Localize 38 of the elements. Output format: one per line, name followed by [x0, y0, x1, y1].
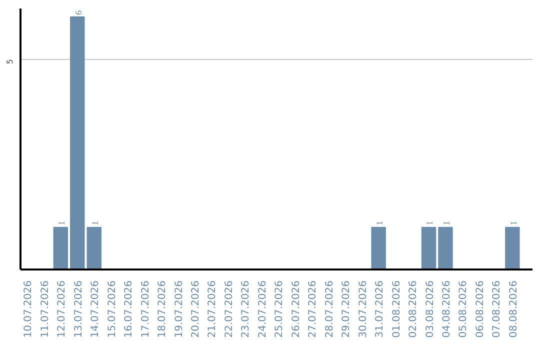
- x-tick-label: 12.07.2026: [56, 280, 68, 338]
- x-tick-label: 31.07.2026: [374, 280, 386, 338]
- x-tick-label: 15.07.2026: [106, 280, 118, 338]
- x-tick-label: 26.07.2026: [290, 280, 302, 338]
- x-tick-label: 07.08.2026: [492, 280, 503, 338]
- x-tick-label: 23.07.2026: [240, 280, 252, 338]
- x-tick-label: 11.07.2026: [40, 280, 51, 338]
- x-tick-label: 17.07.2026: [140, 280, 152, 338]
- data-label: 1: [90, 220, 100, 226]
- x-tick-label: 08.08.2026: [508, 280, 520, 338]
- y-tick-label: 5: [6, 59, 14, 64]
- data-label: 1: [424, 220, 435, 226]
- x-tick-label: 02.08.2026: [408, 280, 420, 338]
- data-label: 1: [441, 220, 452, 226]
- x-tick-label: 19.07.2026: [174, 280, 185, 338]
- x-tick-label: 14.07.2026: [90, 280, 102, 338]
- data-label: 1: [56, 220, 67, 226]
- x-tick-label: 25.07.2026: [274, 280, 286, 338]
- x-tick-label: 01.08.2026: [391, 280, 402, 338]
- x-tick-label: 29.07.2026: [341, 280, 352, 338]
- x-tick-label: 18.07.2026: [157, 280, 168, 338]
- x-tick-label: 24.07.2026: [257, 280, 268, 338]
- data-label: 1: [508, 220, 518, 226]
- x-tick-label: 21.07.2026: [207, 280, 218, 338]
- x-tick-label: 30.07.2026: [358, 280, 369, 338]
- x-tick-label: 05.08.2026: [458, 280, 470, 338]
- x-tick-label: 28.07.2026: [324, 280, 336, 338]
- x-tick-label: 10.07.2026: [23, 280, 34, 338]
- x-tick-label: 16.07.2026: [124, 280, 135, 338]
- x-tick-label: 06.08.2026: [474, 280, 486, 338]
- data-label: 6: [73, 10, 84, 15]
- x-tick-label: 03.08.2026: [424, 280, 436, 338]
- x-tick-label: 27.07.2026: [308, 280, 319, 338]
- data-label: 1: [374, 220, 385, 226]
- x-tick-label: 22.07.2026: [224, 280, 235, 338]
- x-tick-label: 13.07.2026: [73, 280, 84, 338]
- x-tick-label: 20.07.2026: [190, 280, 202, 338]
- x-tick-label: 04.08.2026: [441, 280, 452, 338]
